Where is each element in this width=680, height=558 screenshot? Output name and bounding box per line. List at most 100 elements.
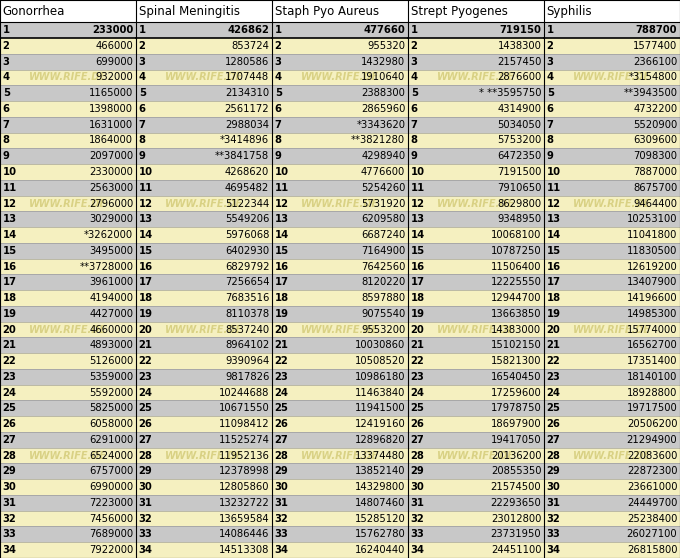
Text: 13852140: 13852140: [355, 466, 405, 477]
Text: 7922000: 7922000: [89, 545, 133, 555]
Text: 10671550: 10671550: [218, 403, 269, 413]
Text: 233000: 233000: [92, 25, 133, 35]
Bar: [0, 495, 136, 511]
Text: 8120220: 8120220: [361, 277, 405, 287]
Bar: [272, 384, 408, 401]
Bar: [544, 401, 680, 416]
Bar: [544, 306, 680, 321]
Text: 16: 16: [275, 262, 289, 272]
Text: 7: 7: [275, 120, 282, 129]
Text: 14: 14: [3, 230, 17, 240]
Bar: [408, 384, 544, 401]
Bar: [136, 70, 272, 85]
Bar: [136, 338, 272, 353]
Bar: [136, 321, 272, 338]
Bar: [272, 448, 408, 464]
Text: 17: 17: [275, 277, 289, 287]
Text: 5: 5: [3, 88, 10, 98]
Bar: [408, 196, 544, 211]
Text: 20506200: 20506200: [627, 419, 677, 429]
Bar: [408, 338, 544, 353]
Text: 6757000: 6757000: [89, 466, 133, 477]
Text: 12944700: 12944700: [491, 293, 541, 303]
Text: WWW.RIFE.DE: WWW.RIFE.DE: [573, 73, 651, 83]
Text: 4: 4: [275, 73, 282, 83]
Text: 21294900: 21294900: [627, 435, 677, 445]
Text: 4732200: 4732200: [633, 104, 677, 114]
Text: 7: 7: [411, 120, 418, 129]
Text: 18: 18: [3, 293, 17, 303]
Bar: [272, 101, 408, 117]
Bar: [136, 353, 272, 369]
Text: Gonorrhea: Gonorrhea: [3, 4, 65, 18]
Bar: [272, 243, 408, 259]
Bar: [0, 464, 136, 479]
Text: 18697900: 18697900: [491, 419, 541, 429]
Text: 14513308: 14513308: [219, 545, 269, 555]
Text: 25: 25: [411, 403, 424, 413]
Text: 12: 12: [411, 199, 425, 209]
Text: 1707448: 1707448: [225, 73, 269, 83]
Bar: [408, 38, 544, 54]
Bar: [0, 384, 136, 401]
Text: 23: 23: [275, 372, 288, 382]
Bar: [544, 479, 680, 495]
Text: 30: 30: [3, 482, 16, 492]
Bar: [408, 401, 544, 416]
Bar: [272, 85, 408, 101]
Text: 5549206: 5549206: [225, 214, 269, 224]
Text: 23661000: 23661000: [627, 482, 677, 492]
Text: 6291000: 6291000: [89, 435, 133, 445]
Bar: [0, 527, 136, 542]
Bar: [544, 416, 680, 432]
Text: 2563000: 2563000: [89, 183, 133, 193]
Text: 18: 18: [547, 293, 561, 303]
Text: 477660: 477660: [364, 25, 405, 35]
Text: 11: 11: [3, 183, 17, 193]
Text: 4298940: 4298940: [361, 151, 405, 161]
Text: 25: 25: [275, 403, 288, 413]
Text: 34: 34: [139, 545, 153, 555]
Bar: [408, 54, 544, 70]
Text: 4314900: 4314900: [497, 104, 541, 114]
Bar: [272, 416, 408, 432]
Text: 3: 3: [547, 57, 554, 67]
Bar: [0, 148, 136, 164]
Bar: [136, 527, 272, 542]
Text: 6829792: 6829792: [225, 262, 269, 272]
Text: *3343620: *3343620: [356, 120, 405, 129]
Text: 955320: 955320: [367, 41, 405, 51]
Text: 18: 18: [139, 293, 153, 303]
Bar: [544, 542, 680, 558]
Text: 4268620: 4268620: [225, 167, 269, 177]
Text: 6: 6: [3, 104, 10, 114]
Bar: [408, 211, 544, 227]
Text: 15821300: 15821300: [491, 356, 541, 366]
Text: 22: 22: [3, 356, 16, 366]
Text: 18: 18: [411, 293, 425, 303]
Bar: [136, 542, 272, 558]
Bar: [0, 243, 136, 259]
Text: 12378998: 12378998: [219, 466, 269, 477]
Text: WWW.RIFE.DE: WWW.RIFE.DE: [29, 325, 107, 335]
Text: 15285120: 15285120: [354, 513, 405, 523]
Text: 3: 3: [139, 57, 146, 67]
Bar: [0, 85, 136, 101]
Text: 14807460: 14807460: [355, 498, 405, 508]
Bar: [272, 211, 408, 227]
Text: 15774000: 15774000: [627, 325, 677, 335]
Text: 20: 20: [275, 325, 288, 335]
Text: 2876600: 2876600: [497, 73, 541, 83]
Text: 29: 29: [411, 466, 424, 477]
Bar: [544, 22, 680, 38]
Text: 23: 23: [3, 372, 16, 382]
Text: 23731950: 23731950: [491, 530, 541, 540]
Text: 19: 19: [275, 309, 289, 319]
Text: 21: 21: [275, 340, 289, 350]
Text: 22293650: 22293650: [490, 498, 541, 508]
Text: 2366100: 2366100: [633, 57, 677, 67]
Bar: [544, 70, 680, 85]
Bar: [544, 211, 680, 227]
Text: 20: 20: [547, 325, 560, 335]
Text: 10: 10: [139, 167, 153, 177]
